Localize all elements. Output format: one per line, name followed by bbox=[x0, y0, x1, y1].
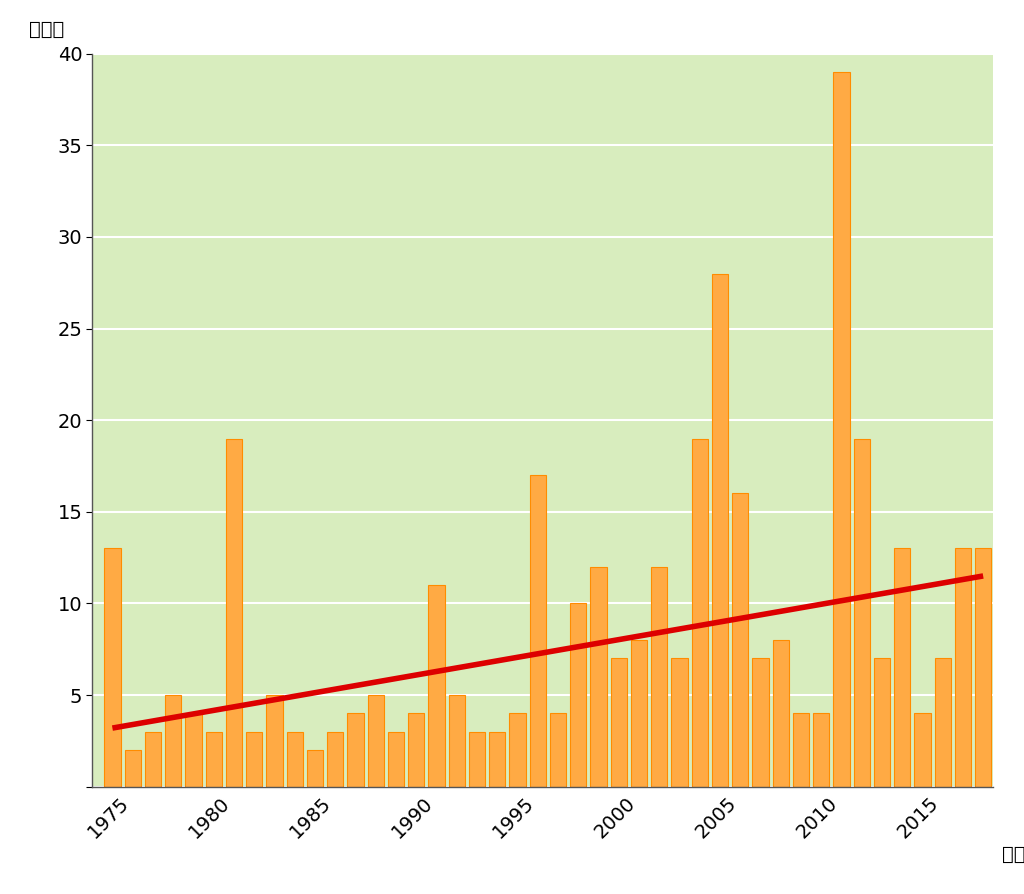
Bar bbox=[854, 439, 869, 787]
Bar bbox=[529, 476, 546, 787]
Text: （日）: （日） bbox=[29, 20, 65, 39]
Bar bbox=[672, 658, 687, 787]
Bar bbox=[347, 713, 364, 787]
Bar bbox=[368, 696, 384, 787]
Bar bbox=[509, 713, 525, 787]
Bar bbox=[914, 713, 931, 787]
Bar bbox=[935, 658, 950, 787]
Bar bbox=[813, 713, 829, 787]
Bar bbox=[125, 750, 140, 787]
Bar bbox=[631, 640, 647, 787]
Bar bbox=[246, 731, 262, 787]
Bar bbox=[266, 696, 283, 787]
Bar bbox=[408, 713, 424, 787]
Bar bbox=[185, 713, 202, 787]
Bar bbox=[144, 731, 161, 787]
Bar bbox=[712, 274, 728, 787]
Text: （年）: （年） bbox=[1002, 846, 1024, 864]
Bar bbox=[428, 586, 444, 787]
Bar bbox=[550, 713, 566, 787]
Bar bbox=[570, 603, 587, 787]
Bar bbox=[489, 731, 505, 787]
Bar bbox=[449, 696, 465, 787]
Bar bbox=[610, 658, 627, 787]
Bar bbox=[651, 567, 668, 787]
Bar bbox=[834, 72, 850, 787]
Bar bbox=[753, 658, 768, 787]
Bar bbox=[954, 549, 971, 787]
Bar bbox=[388, 731, 404, 787]
Bar bbox=[327, 731, 343, 787]
Bar bbox=[772, 640, 788, 787]
Bar bbox=[206, 731, 222, 787]
Bar bbox=[691, 439, 708, 787]
Bar bbox=[226, 439, 242, 787]
Bar bbox=[307, 750, 323, 787]
Bar bbox=[104, 549, 121, 787]
Bar bbox=[873, 658, 890, 787]
Bar bbox=[287, 731, 303, 787]
Bar bbox=[894, 549, 910, 787]
Bar bbox=[165, 696, 181, 787]
Bar bbox=[975, 549, 991, 787]
Bar bbox=[590, 567, 606, 787]
Bar bbox=[469, 731, 485, 787]
Bar bbox=[793, 713, 809, 787]
Bar bbox=[732, 493, 749, 787]
